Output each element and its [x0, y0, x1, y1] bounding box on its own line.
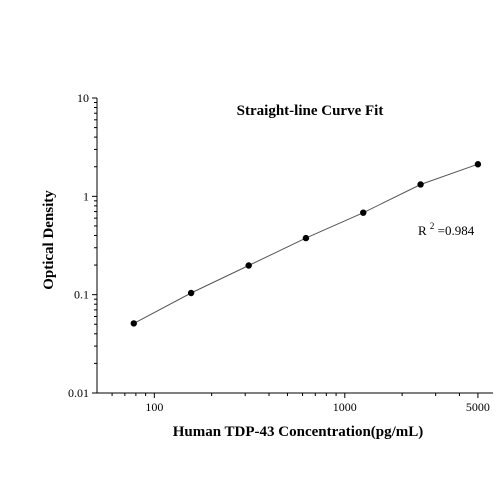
data-point	[474, 161, 482, 168]
fit-line-group	[133, 163, 479, 324]
axes	[96, 98, 493, 394]
r-squared-annotation: R 2 =0.984	[418, 217, 475, 238]
data-point	[417, 181, 424, 188]
x-tick-label: 1000	[333, 400, 357, 414]
data-point	[360, 209, 367, 216]
tick-marks	[92, 97, 479, 398]
data-point	[245, 262, 252, 269]
x-axis-title: Human TDP-43 Concentration(pg/mL)	[173, 424, 424, 440]
data-point	[302, 234, 310, 242]
tick-labels: 0.01 0.1 1 10 100 1000 5000	[68, 91, 490, 414]
y-tick-label: 1	[83, 189, 89, 203]
r-squared-superscript: 2	[430, 221, 435, 231]
data-point	[130, 320, 137, 327]
chart-title: Straight-line Curve Fit	[237, 103, 384, 119]
y-tick-label: 10	[77, 91, 89, 105]
r-squared-base: R	[418, 223, 427, 238]
y-tick-label: 0.01	[68, 386, 89, 400]
x-tick-label: 100	[145, 400, 163, 414]
data-points	[130, 161, 482, 327]
fit-line	[133, 163, 479, 324]
x-tick-label: 5000	[466, 400, 490, 414]
y-tick-label: 0.1	[74, 288, 89, 302]
data-point	[187, 289, 195, 297]
y-axis-title: Optical Density	[41, 190, 57, 290]
r-squared-value: =0.984	[438, 223, 475, 238]
